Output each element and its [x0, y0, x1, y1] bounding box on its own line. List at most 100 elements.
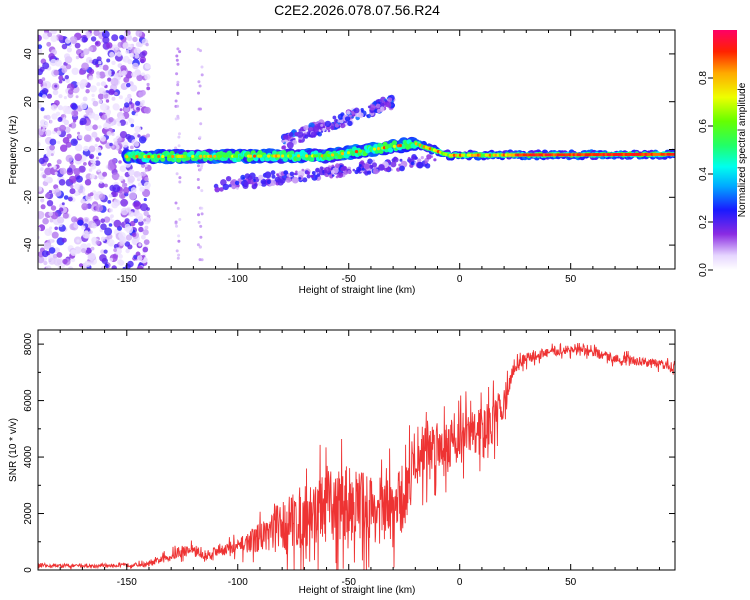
upper-branch-mark	[312, 125, 320, 133]
upper-branch-mark	[384, 99, 388, 103]
noise-speckle	[99, 180, 103, 184]
noise-speckle	[109, 208, 113, 213]
noise-speckle	[137, 134, 141, 138]
noise-speckle	[140, 203, 148, 212]
noise-speckle	[118, 175, 124, 182]
noise-speckle	[42, 174, 47, 179]
noise-speckle	[38, 103, 42, 109]
noise-speckle	[94, 143, 98, 148]
noise-speckle	[80, 79, 88, 87]
upper-branch-mark	[320, 123, 324, 127]
noise-speckle	[144, 106, 151, 114]
noise-speckle	[100, 103, 108, 111]
streak-speckle	[178, 50, 182, 54]
x-tick-label: -100	[228, 274, 248, 285]
lower-branch-mark	[310, 175, 314, 178]
x-tick-label: -50	[342, 274, 357, 285]
upper-branch-mark	[309, 126, 313, 131]
noise-speckle	[38, 34, 42, 42]
upper-branch-mark	[298, 128, 302, 132]
noise-speckle	[70, 249, 77, 256]
noise-speckle	[81, 225, 86, 230]
noise-speckle	[99, 254, 107, 262]
noise-speckle	[128, 211, 135, 217]
noise-speckle	[98, 99, 103, 104]
noise-speckle	[48, 53, 55, 60]
upper-branch-mark	[344, 116, 351, 122]
track-core	[249, 154, 253, 158]
noise-speckle	[48, 247, 56, 254]
upper-branch-mark	[348, 114, 352, 118]
upper-branch-mark	[286, 141, 294, 149]
noise-speckle	[93, 193, 101, 201]
streak-speckle	[199, 235, 203, 239]
upper-branch-mark	[387, 97, 393, 103]
noise-speckle	[74, 153, 83, 162]
noise-speckle	[111, 132, 115, 136]
lower-branch-mark	[214, 187, 219, 192]
noise-speckle	[94, 160, 101, 167]
track-mid	[309, 156, 315, 162]
noise-speckle	[123, 32, 129, 38]
upper-branch-mark	[367, 105, 371, 109]
noise-speckle	[62, 78, 66, 82]
track-core	[277, 154, 281, 158]
noise-speckle	[42, 62, 50, 70]
track-core	[167, 154, 171, 159]
noise-speckle	[81, 248, 86, 254]
streak-speckle	[198, 135, 202, 139]
noise-speckle	[102, 64, 109, 71]
track-core	[305, 154, 309, 158]
noise-speckle	[119, 108, 123, 112]
noise-speckle	[111, 201, 119, 209]
noise-speckle	[118, 160, 122, 164]
noise-speckle	[118, 95, 123, 100]
streak-speckle	[174, 99, 178, 103]
noise-speckle	[46, 200, 54, 207]
noise-speckle	[136, 255, 143, 261]
noise-speckle	[79, 117, 87, 125]
noise-speckle	[71, 216, 78, 223]
noise-speckle	[119, 131, 128, 139]
noise-speckle	[130, 84, 138, 92]
colorbar-label: Normalized spectral amplitude	[737, 82, 748, 217]
noise-speckle	[41, 121, 49, 129]
noise-speckle	[102, 90, 107, 95]
noise-speckle	[52, 89, 59, 96]
noise-speckle	[133, 201, 142, 210]
noise-speckle	[51, 231, 59, 239]
streak-speckle	[177, 253, 181, 257]
noise-speckle	[61, 67, 67, 74]
noise-speckle	[112, 103, 120, 111]
noise-speckle	[80, 52, 85, 57]
noise-speckle	[44, 167, 52, 176]
noise-speckle	[49, 138, 57, 146]
noise-speckle	[90, 36, 97, 42]
noise-speckle	[97, 93, 105, 100]
noise-speckle	[43, 81, 52, 89]
noise-speckle	[62, 258, 68, 265]
noise-speckle	[63, 96, 67, 100]
noise-speckle	[104, 227, 113, 236]
noise-speckle	[95, 204, 104, 213]
noise-speckle	[111, 265, 117, 269]
upper-branch-mark	[288, 132, 294, 137]
spectrogram-ticks: -150 -100 -50 0 50 -40 -20 0 20 40	[23, 30, 675, 285]
lower-branch-mark	[264, 171, 272, 179]
upper-branch-mark	[376, 108, 381, 114]
noise-speckle	[135, 41, 142, 48]
y-tick-label: -40	[23, 237, 34, 252]
streak-speckle	[176, 256, 180, 260]
lower-branch-mark	[302, 177, 308, 183]
noise-speckle	[55, 187, 60, 193]
snr-frame	[37, 329, 676, 571]
noise-speckle	[143, 239, 150, 246]
y-tick-label: 2000	[23, 502, 34, 525]
noise-speckle	[70, 184, 74, 189]
lower-branch-mark	[331, 174, 335, 177]
lower-branch-mark	[378, 164, 385, 171]
streak-speckle	[200, 212, 204, 216]
noise-speckle	[119, 119, 126, 126]
streak-speckle	[200, 65, 204, 69]
track-core	[171, 154, 175, 159]
